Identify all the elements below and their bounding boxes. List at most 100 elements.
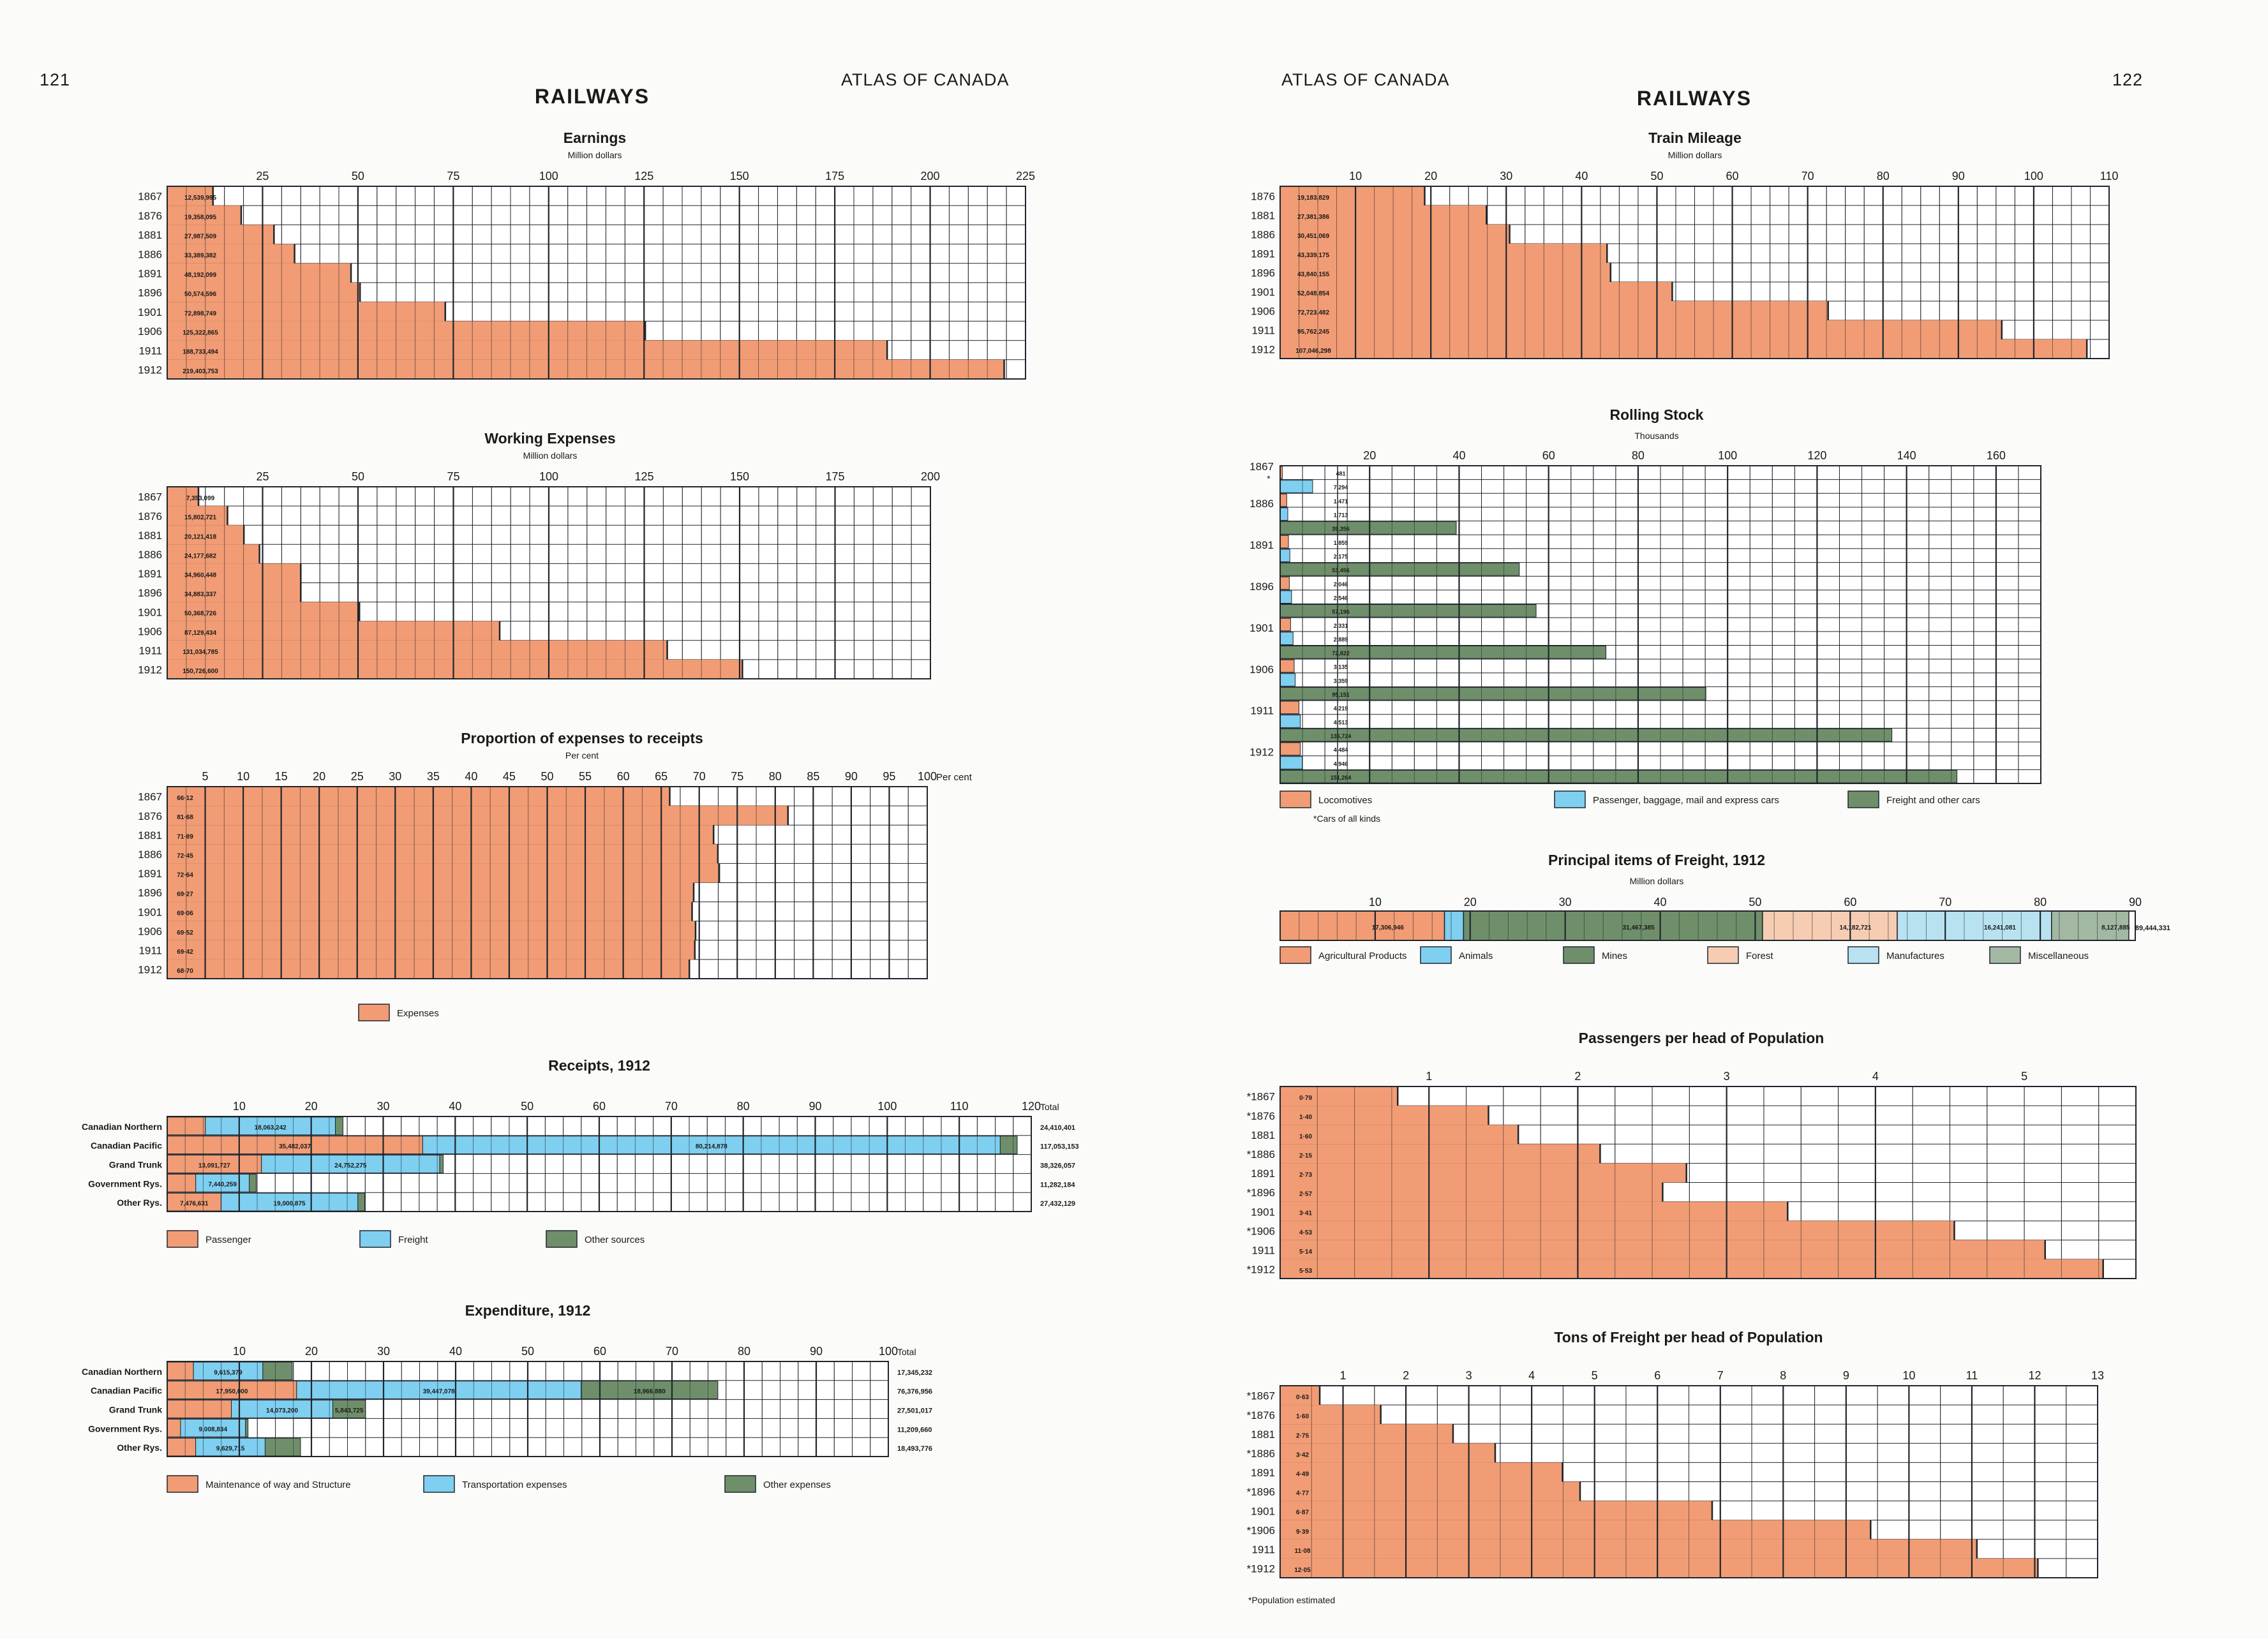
bar (1280, 1182, 1663, 1202)
tick-label: 150 (730, 170, 749, 182)
tick-label: 30 (1559, 896, 1572, 908)
category-label: 1906 (138, 925, 162, 937)
bar-segment (335, 1116, 343, 1136)
bar-segment (167, 1418, 181, 1437)
bar (167, 302, 445, 322)
legend-label: Expenses (397, 1008, 439, 1019)
tick-label: 4 (1528, 1369, 1535, 1382)
category-label: 1876 (138, 810, 162, 822)
value-label: 72·45 (177, 852, 193, 859)
tick-label: 30 (389, 770, 401, 783)
bar (1279, 673, 1296, 686)
tick-label: 60 (1726, 170, 1739, 182)
bar (1279, 480, 1313, 493)
bar (1280, 1405, 1381, 1425)
tick-label: 95 (883, 770, 895, 783)
category-label: 1867 (138, 191, 162, 203)
value-label: 4·77 (1296, 1490, 1309, 1497)
legend-swatch (1279, 946, 1311, 964)
category-label: 1912 (138, 364, 162, 376)
segment-label: 14,073,200 (266, 1407, 298, 1414)
category-label: 1881 (1251, 210, 1275, 222)
value-label: 69·27 (177, 891, 193, 898)
tick-label: 10 (1369, 896, 1382, 908)
chart-title: Principal items of Freight, 1912 (1548, 852, 1765, 868)
chart-title: Train Mileage (1648, 130, 1742, 146)
category-label: 1912 (138, 964, 162, 976)
tick-label: 50 (521, 1345, 534, 1358)
segment-label: 18,966,880 (634, 1388, 666, 1395)
tick-label: 100 (877, 1100, 897, 1113)
unit-label: Million dollars (1668, 150, 1722, 160)
bar (1280, 282, 1673, 301)
bar-segment (205, 1116, 336, 1136)
category-label: 1896 (138, 887, 162, 899)
tick-label: 100 (879, 1345, 898, 1358)
category-label: *1876 (1247, 1110, 1275, 1122)
bar (1280, 244, 1608, 263)
value-label: 33,389,382 (184, 253, 216, 260)
value-label: 34,883,337 (184, 591, 216, 598)
value-label: 136,724 (1331, 733, 1352, 739)
group-label: 1912 (1250, 746, 1274, 759)
bar (1279, 715, 1301, 728)
bar (1280, 225, 1510, 244)
bar (167, 602, 360, 621)
tick-label: 50 (352, 170, 364, 182)
category-label: 1911 (1251, 325, 1275, 337)
value-label: 72,723,482 (1297, 309, 1329, 316)
category-label: 1901 (138, 606, 162, 618)
bar (167, 487, 199, 507)
category-label: *1906 (1247, 1225, 1275, 1237)
right-header: ATLAS OF CANADA (1281, 70, 1450, 89)
total-value: 89,444,331 (2135, 924, 2170, 932)
receipts-1912-chart: Receipts, 1912 10 20 30 40 50 60 70 80 90 100 110 12… (82, 1057, 1079, 1248)
group-label: 1896 (1250, 581, 1274, 593)
tick-label: 15 (275, 770, 288, 783)
plot-border (167, 186, 1026, 380)
value-label: 1,471 (1334, 498, 1348, 505)
value-label: 5·14 (1299, 1249, 1312, 1256)
bar-segment (1897, 910, 2052, 941)
total-header: Total (1040, 1102, 1059, 1112)
tick-label: 40 (465, 770, 477, 783)
tick-label: 120 (1807, 449, 1826, 462)
expenditure-1912-chart: Expenditure, 1912 10 20 30 40 50 60 70 80 90 100To… (82, 1302, 932, 1493)
value-label: 68·70 (177, 968, 193, 975)
category-label: 1911 (138, 644, 162, 656)
tick-label: 75 (447, 470, 459, 483)
bar (1280, 1462, 1563, 1482)
bar (167, 806, 788, 826)
tick-label: 20 (1464, 896, 1477, 908)
bar (167, 640, 668, 660)
segment-label: 9,615,379 (214, 1369, 242, 1376)
category-label: *1867 (1247, 1390, 1275, 1402)
category-label: 1881 (138, 530, 162, 542)
bar (167, 283, 361, 302)
segment-label: 17,950,000 (216, 1388, 248, 1395)
total-value: 76,376,956 (897, 1388, 932, 1396)
group-label: 1891 (1250, 539, 1274, 551)
bar (167, 659, 743, 679)
plot-border (1279, 186, 2110, 359)
legend-label: Locomotives (1318, 795, 1372, 806)
value-label: 2,889 (1334, 636, 1348, 642)
category-label: 1912 (1251, 344, 1275, 356)
value-label: 69·06 (177, 910, 193, 917)
bar (1279, 493, 1287, 507)
category-label: 1886 (1251, 229, 1275, 241)
value-label: 4,513 (1334, 719, 1348, 725)
tick-label: 70 (1802, 170, 1814, 182)
rolling-stock-chart: Rolling Stock Thousands 20 40 60 80 100 120 140 1… (1250, 406, 2041, 824)
group-label: 1911 (1250, 705, 1274, 717)
tick-label: 90 (845, 770, 858, 783)
tick-label: 10 (237, 770, 250, 783)
bar (1280, 1220, 1955, 1240)
tick-label: 100 (539, 170, 558, 182)
tick-label: 80 (737, 1100, 750, 1113)
segment-label: 35,482,037 (279, 1143, 311, 1150)
category-label: 1901 (1251, 1206, 1275, 1218)
category-label: *1912 (1247, 1563, 1275, 1575)
tick-label: 20 (1363, 449, 1376, 462)
tick-label: 110 (950, 1100, 969, 1113)
